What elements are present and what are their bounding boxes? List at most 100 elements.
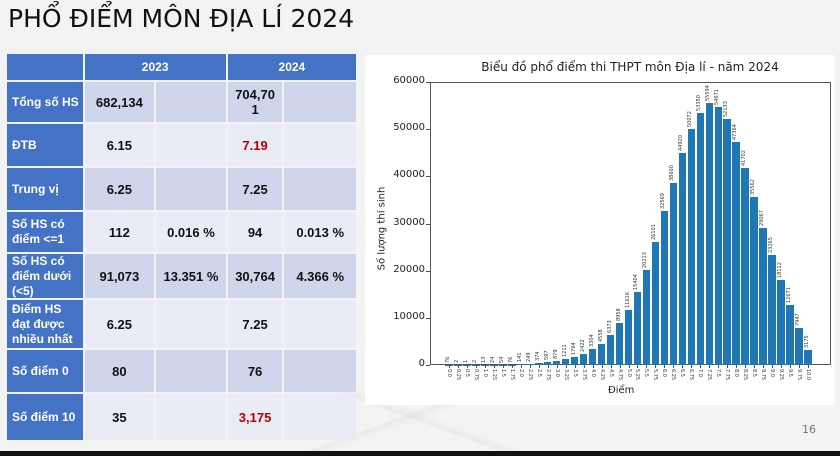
x-tick-mark (610, 365, 612, 368)
x-tick-mark (628, 365, 630, 368)
x-tick-mark (538, 365, 540, 368)
chart-title: Biểu đồ phổ điểm thi THPT môn Địa lí - n… (481, 60, 779, 74)
histogram-bar (678, 153, 687, 365)
x-tick-label: 9.75 (796, 369, 803, 381)
bar-value-label: 1211 (561, 344, 568, 358)
y-tick-mark (426, 82, 430, 83)
histogram-bar (696, 113, 705, 365)
bar-value-label: 52133 (723, 101, 730, 118)
x-tick-label: 0.25 (454, 369, 461, 381)
x-tick-label: 7.75 (724, 369, 731, 381)
x-tick-label: 0.75 (472, 369, 479, 381)
x-tick-mark (673, 365, 675, 368)
x-tick-mark (547, 365, 549, 368)
bar-value-label: 3304 (588, 334, 595, 348)
x-tick-label: 7.0 (697, 369, 704, 377)
table-row: Trung vị 6.25 7.25 (7, 168, 356, 210)
bar-value-label: 249 (525, 352, 532, 362)
bar-value-label: 20213 (642, 251, 649, 268)
header-2023: 2023 (84, 54, 226, 80)
x-tick-mark (484, 365, 486, 368)
histogram-bar (642, 269, 651, 365)
y-tick-mark (426, 317, 430, 319)
x-tick-mark (449, 365, 450, 368)
x-tick-mark (718, 365, 720, 368)
x-tick-label: 8.0 (733, 369, 740, 377)
x-tick-mark (682, 365, 684, 368)
value-2024: 7.19 (227, 124, 283, 166)
bar-value-label: 141 (516, 352, 523, 363)
x-tick-mark (664, 365, 666, 368)
x-tick-label: 9.25 (778, 369, 785, 381)
bar-value-label: 47364 (732, 123, 739, 140)
x-tick-label: 8.5 (751, 369, 758, 377)
value-2023: 6.15 (84, 124, 155, 166)
percent-2024 (284, 168, 356, 210)
histogram-bar (777, 279, 785, 365)
histogram-bar (561, 359, 570, 365)
header-corner (7, 54, 83, 80)
y-tick-mark (426, 176, 430, 178)
x-tick-label: 3.75 (580, 369, 587, 381)
bar-value-label: 23265 (768, 237, 775, 254)
x-tick-label: 3.5 (571, 369, 578, 377)
value-2023: 6.25 (84, 300, 155, 348)
bar-value-label: 2 (453, 359, 460, 363)
bar-value-label: 2 (471, 359, 478, 363)
x-tick-label: 9.5 (787, 369, 794, 377)
histogram-bar (552, 360, 561, 365)
histogram-bar (723, 119, 731, 365)
row-label: Số điểm 10 (7, 394, 83, 440)
x-tick-label: 0.5 (463, 369, 470, 377)
x-tick-mark (520, 365, 522, 368)
percent-2024: 4.366 % (284, 254, 356, 298)
value-2023: 682,134 (84, 82, 155, 122)
x-tick-mark (565, 365, 567, 368)
value-2024: 7.25 (227, 168, 283, 210)
x-tick-label: 5.5 (643, 369, 650, 377)
x-tick-mark (502, 365, 504, 368)
histogram-bar (795, 327, 803, 365)
x-tick-mark (763, 365, 765, 368)
y-tick-label: 30000 (393, 216, 425, 228)
statistics-table: 2023 2024 Tổng số HS 682,134 704,70 1 ĐTB 6.… (7, 54, 356, 442)
histogram-bar (535, 363, 543, 365)
x-tick-mark (772, 365, 774, 368)
x-tick-label: 3.0 (553, 369, 560, 377)
histogram-bar (786, 305, 794, 365)
bar-value-label: 11616 (624, 292, 631, 309)
bar-value-label: 44920 (678, 135, 685, 152)
bar-value-label: 2422 (579, 338, 586, 352)
bar-value-label: 26101 (651, 223, 658, 240)
histogram-bar (624, 310, 633, 365)
percent-2023 (156, 124, 226, 166)
y-tick-mark (426, 270, 430, 272)
histogram-bar (705, 102, 714, 365)
x-tick-mark (556, 365, 558, 368)
row-label: Số HS có điểm dưới (<5) (7, 254, 83, 298)
table-header-row: 2023 2024 (7, 54, 356, 80)
x-tick-mark (511, 365, 513, 368)
histogram-bar (597, 343, 606, 365)
percent-2023 (156, 394, 226, 440)
x-tick-mark (592, 365, 594, 368)
bar-value-label: 374 (534, 351, 541, 362)
bottom-border (0, 451, 840, 456)
x-tick-label: 0.0 (446, 369, 452, 377)
x-tick-label: 4.75 (616, 369, 623, 381)
x-tick-label: 2.25 (526, 369, 533, 381)
x-tick-mark (781, 365, 783, 368)
bar-value-label: 76 (445, 356, 451, 363)
histogram-bar (570, 356, 579, 365)
x-tick-mark (754, 365, 756, 368)
value-2024: 94 (227, 212, 283, 252)
row-label: Tổng số HS (7, 82, 83, 122)
x-tick-label: 5.25 (634, 369, 641, 381)
x-tick-mark (583, 365, 585, 368)
table-row: Số HS có điểm <=1 112 0.016 % 94 0.013 % (7, 212, 356, 252)
row-label: Trung vị (7, 168, 83, 210)
value-2024: 7.25 (227, 300, 283, 348)
bar-value-label: 6373 (606, 320, 613, 333)
bar-value-label: 76 (507, 356, 514, 363)
y-tick-mark (426, 223, 430, 225)
